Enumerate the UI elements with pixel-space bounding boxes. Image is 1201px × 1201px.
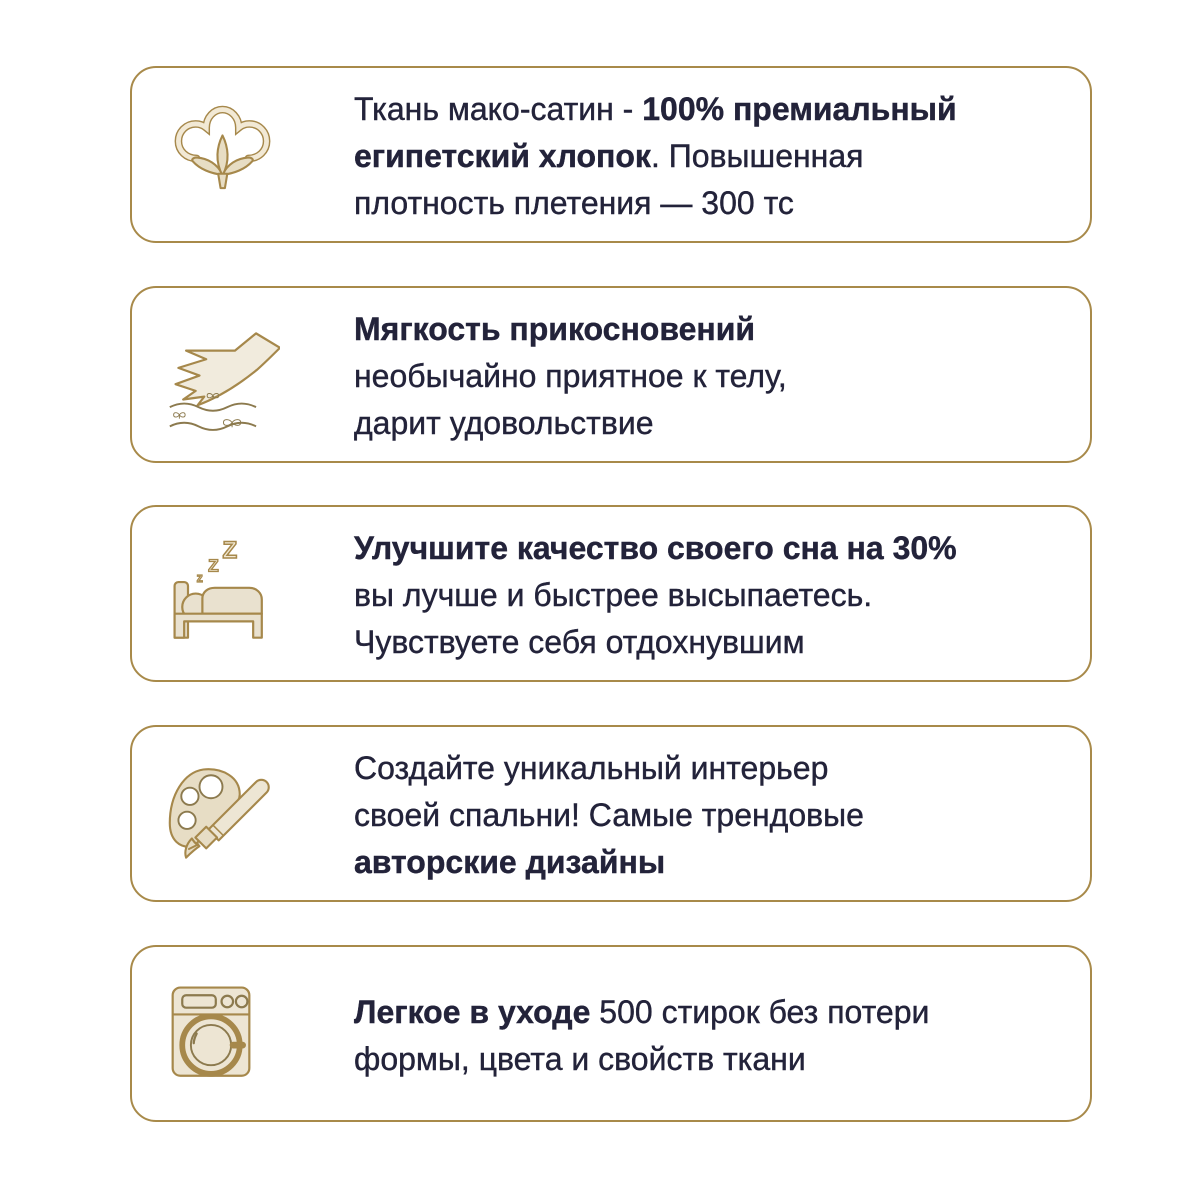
svg-text:Z: Z [208,556,219,576]
svg-text:z: z [196,571,202,585]
svg-text:Z: Z [222,538,237,564]
